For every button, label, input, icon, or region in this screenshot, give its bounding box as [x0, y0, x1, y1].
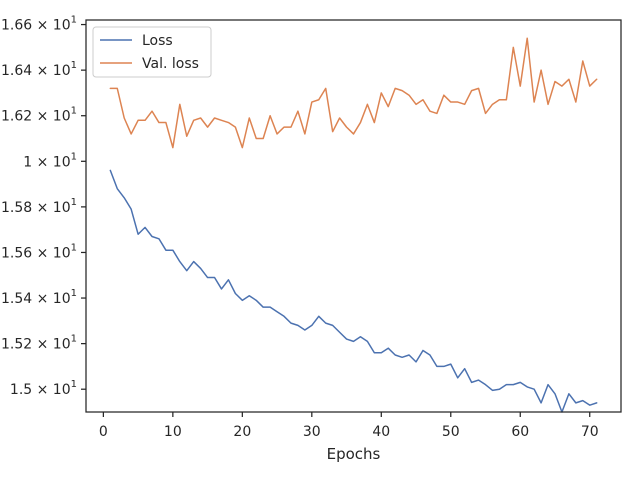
- legend-label-loss: Loss: [142, 33, 173, 49]
- y-tick-label: 1.5 × 101: [10, 379, 77, 398]
- y-tick-label: 1 × 101: [23, 151, 77, 170]
- x-tick-label: 50: [442, 424, 460, 440]
- series-line-val-loss: [109, 37, 598, 149]
- series-line-loss: [109, 169, 598, 413]
- y-axis-ticks: 1.5 × 101 1.52 × 101 1.54 × 101 1.56 × 101 1…: [1, 15, 86, 398]
- y-tick-label: 1.58 × 101: [1, 197, 77, 216]
- plot-frame: [85, 19, 622, 413]
- x-axis-label: Epochs: [327, 445, 381, 463]
- x-tick-label: 40: [372, 424, 390, 440]
- y-tick-label: 1.52 × 101: [1, 334, 77, 353]
- x-tick-label: 0: [99, 424, 108, 440]
- x-axis-ticks: 0 10 20 30 40 50 60 70: [99, 412, 599, 440]
- x-tick-label: 30: [303, 424, 321, 440]
- x-tick-label: 70: [581, 424, 599, 440]
- x-tick-label: 60: [511, 424, 529, 440]
- y-tick-label: 1.66 × 101: [1, 15, 77, 34]
- x-tick-label: 20: [233, 424, 251, 440]
- y-tick-label: 1.56 × 101: [1, 242, 77, 261]
- legend-label-val-loss: Val. loss: [142, 56, 199, 72]
- y-tick-label: 1.64 × 101: [1, 60, 77, 79]
- legend: Loss Val. loss: [92, 26, 212, 78]
- series-layer: [109, 37, 598, 413]
- x-tick-label: 10: [164, 424, 182, 440]
- y-tick-label: 1.62 × 101: [1, 106, 77, 125]
- y-tick-label: 1.54 × 101: [1, 288, 77, 307]
